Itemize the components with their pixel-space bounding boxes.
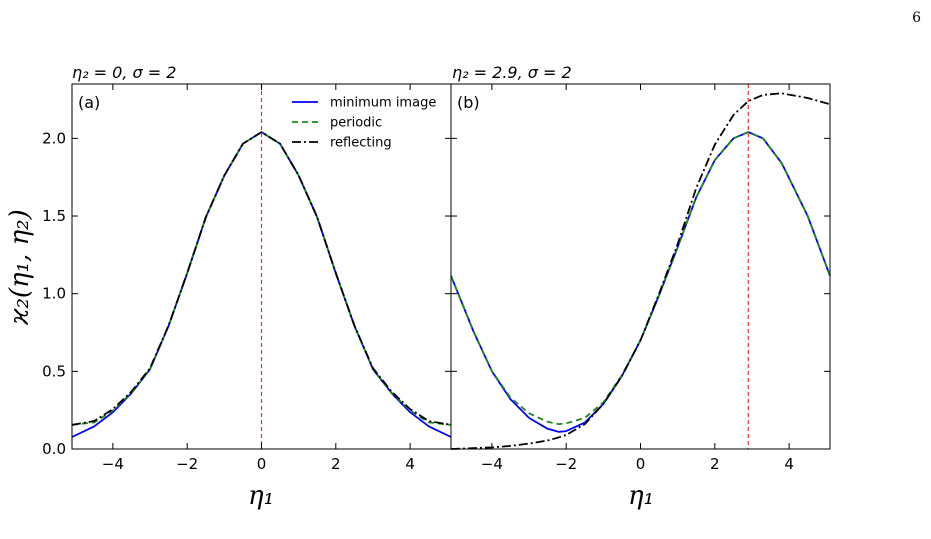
- x-tick-label: −4: [102, 455, 124, 473]
- x-tick-label: 0: [636, 455, 646, 473]
- series-line-minimum-image: [450, 131, 831, 433]
- panel-b-ticks: −4 −2 0 2 4: [451, 84, 830, 473]
- legend-label: reflecting: [330, 136, 392, 151]
- y-tick-label: 0.5: [42, 362, 66, 380]
- y-tick-label: 1.5: [42, 207, 66, 225]
- x-tick-label: 2: [331, 455, 341, 473]
- y-tick-label: 1.0: [42, 285, 66, 303]
- panel-a-title: η₂ = 0, σ = 2: [72, 63, 176, 82]
- x-tick-label: 4: [784, 455, 794, 473]
- x-tick-label: −2: [555, 455, 577, 473]
- x-tick-label: −4: [481, 455, 503, 473]
- panel-b-xlabel: η₁: [628, 481, 654, 511]
- x-tick-label: 2: [710, 455, 720, 473]
- y-tick-label: 2.0: [42, 129, 66, 147]
- x-tick-label: −2: [176, 455, 198, 473]
- legend-label: minimum image: [330, 96, 436, 111]
- series-line-reflecting: [71, 131, 452, 426]
- panel-b-title: η₂ = 2.9, σ = 2: [452, 63, 572, 82]
- page-number: 6: [912, 10, 921, 26]
- panel-a: η₂ = 0, σ = 2 −4 −2 0 2 4 0.0 0.5 1.0 1.5 2.0 (a)…: [5, 63, 452, 511]
- legend: minimum image periodic reflecting: [292, 96, 436, 151]
- y-tick-label: 0.0: [42, 440, 66, 458]
- panel-b-series: [450, 92, 831, 450]
- series-line-reflecting: [450, 92, 831, 450]
- x-tick-label: 0: [257, 455, 267, 473]
- panel-a-series: [71, 131, 452, 438]
- series-line-periodic: [450, 131, 831, 426]
- legend-label: periodic: [330, 116, 382, 131]
- y-axis-label: ϰ₂(η₁, η₂): [5, 209, 35, 325]
- panel-b-label: (b): [457, 93, 480, 112]
- panel-a-xlabel: η₁: [248, 481, 274, 511]
- panel-a-ticks: −4 −2 0 2 4 0.0 0.5 1.0 1.5 2.0: [42, 84, 451, 473]
- panel-b: η₂ = 2.9, σ = 2 −4 −2 0 2 4 (b) η₁: [450, 63, 831, 511]
- x-tick-label: 4: [405, 455, 415, 473]
- panel-a-label: (a): [78, 93, 100, 112]
